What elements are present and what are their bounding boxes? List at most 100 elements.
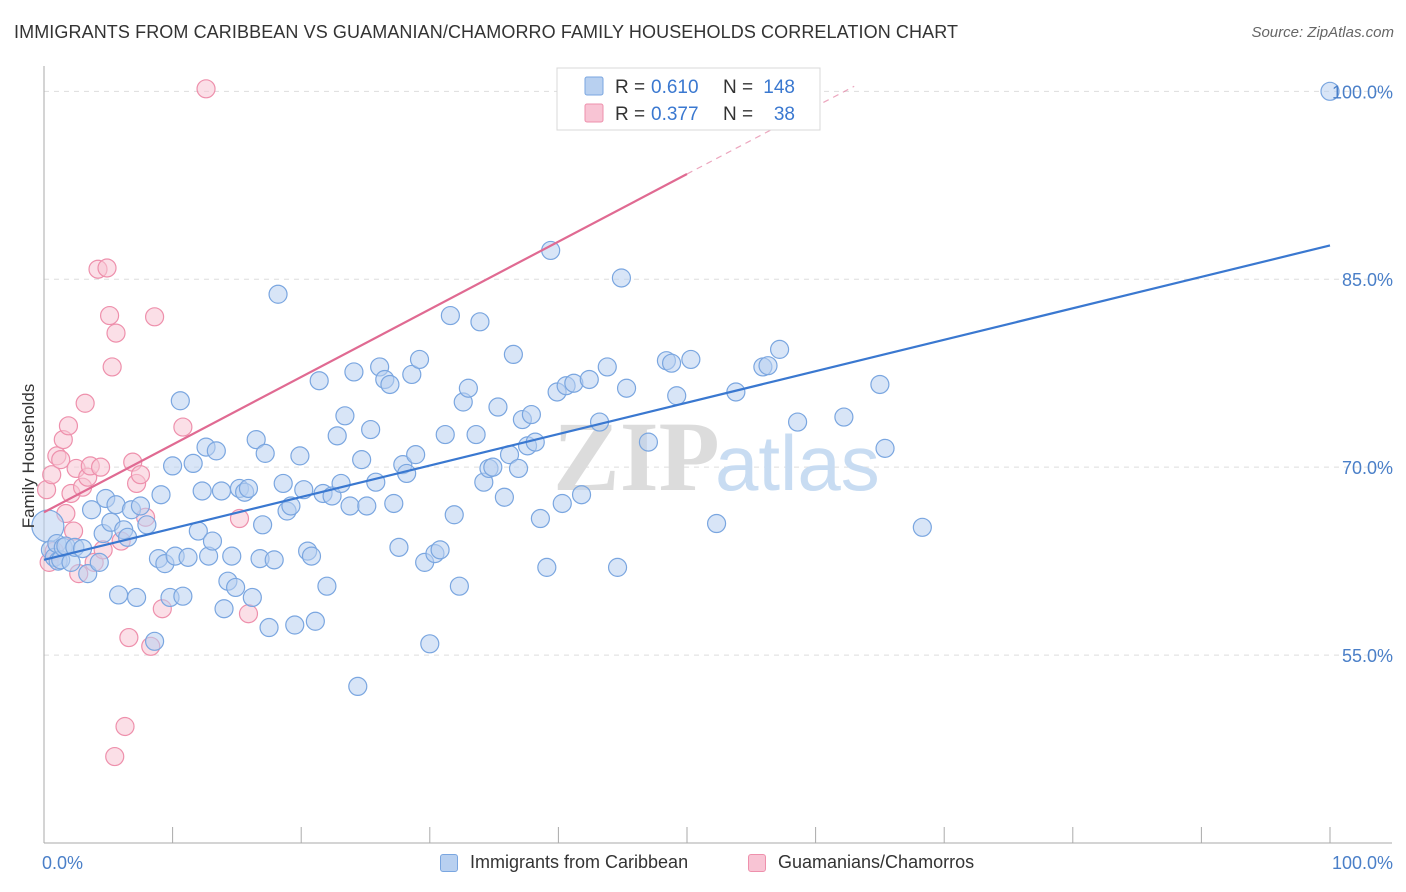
caribbean-point	[366, 472, 386, 492]
caribbean-point	[264, 550, 284, 570]
caribbean-point	[144, 631, 165, 651]
axes	[43, 66, 1392, 844]
caribbean-point	[406, 445, 426, 465]
guamanian-point	[99, 305, 120, 326]
caribbean-point	[787, 412, 808, 432]
caribbean-point	[327, 426, 347, 446]
caribbean-point	[183, 453, 203, 474]
caribbean-point	[340, 496, 360, 516]
guamanian-point	[173, 417, 193, 437]
caribbean-point	[611, 268, 632, 288]
caribbean-point	[163, 456, 183, 476]
guamanian-point	[196, 79, 216, 99]
guamanian-point	[42, 465, 62, 485]
caribbean-point	[483, 457, 503, 477]
legend-n-label-2: N =	[723, 104, 753, 125]
caribbean-point	[616, 378, 637, 398]
trend-line-guamanian-extension	[686, 85, 855, 175]
caribbean-point	[137, 515, 157, 535]
legend-label-caribbean: Immigrants from Caribbean	[470, 852, 689, 872]
caribbean-point	[552, 493, 572, 514]
legend-r-value-1: 0.610	[651, 77, 699, 98]
guamanian-point	[130, 465, 151, 485]
caribbean-point	[470, 312, 490, 332]
caribbean-point	[305, 611, 325, 631]
caribbean-point	[206, 441, 226, 461]
caribbean-point	[214, 599, 234, 619]
x-tick-label-start: 0.0%	[42, 853, 83, 873]
caribbean-point	[361, 419, 381, 440]
caribbean-point	[192, 481, 212, 501]
caribbean-point	[488, 397, 508, 417]
caribbean-point	[449, 576, 469, 596]
caribbean-point	[238, 478, 259, 499]
guamanian-point	[102, 357, 122, 377]
caribbean-point	[384, 493, 404, 514]
caribbean-point	[870, 374, 890, 395]
caribbean-point	[444, 505, 464, 525]
caribbean-point	[571, 485, 592, 505]
caribbean-point	[317, 576, 337, 596]
caribbean-point	[380, 374, 400, 395]
caribbean-point	[912, 517, 932, 537]
caribbean-point	[89, 552, 109, 572]
legend-swatch-caribbean	[584, 76, 604, 96]
caribbean-point	[246, 429, 266, 450]
caribbean-point	[253, 515, 273, 535]
caribbean-point	[521, 404, 541, 425]
stats-legend: R = 0.610 N = 148 R = 0.377 N = 38	[556, 67, 821, 131]
caribbean-point	[130, 496, 151, 516]
legend-n-value-1: 148	[763, 77, 795, 98]
caribbean-point	[151, 485, 171, 505]
caribbean-point	[402, 364, 422, 385]
caribbean-point	[170, 391, 190, 411]
caribbean-point	[202, 531, 223, 551]
legend-item-caribbean: Immigrants from Caribbean	[440, 852, 688, 873]
guamanian-point	[97, 258, 117, 278]
guamanian-point	[144, 307, 165, 327]
caribbean-point	[435, 424, 455, 445]
legend-swatch-guamanian	[584, 103, 604, 123]
x-tick-label-end: 100.0%	[1332, 853, 1393, 873]
caribbean-point	[226, 577, 246, 598]
caribbean-point	[681, 349, 701, 370]
legend-r-label-2: R =	[615, 104, 645, 125]
legend-n-value-2: 38	[774, 104, 795, 125]
caribbean-point	[1320, 81, 1340, 101]
bottom-legend: Immigrants from Caribbean Guamanians/Cha…	[0, 852, 1406, 878]
chart-title: IMMIGRANTS FROM CARIBBEAN VS GUAMANIAN/C…	[14, 22, 959, 42]
legend-r-value-2: 0.377	[651, 104, 699, 125]
guamanian-point	[238, 604, 259, 624]
caribbean-point	[255, 443, 275, 463]
caribbean-point	[173, 586, 193, 606]
caribbean-point	[273, 473, 293, 494]
y-axis-title: Family Households	[19, 384, 38, 529]
guamanian-point	[105, 746, 125, 767]
caribbean-point	[285, 615, 305, 635]
caribbean-point	[579, 369, 599, 390]
legend-r-label-1: R =	[615, 77, 645, 98]
y-tick-label-70: 70.0%	[1342, 458, 1393, 478]
y-tick-label-55: 55.0%	[1342, 646, 1393, 666]
caribbean-point	[348, 676, 368, 697]
caribbean-point	[667, 386, 687, 406]
legend-swatch-blue	[440, 853, 458, 872]
caribbean-point	[638, 432, 659, 452]
guamanian-point	[58, 416, 79, 436]
caribbean-point	[458, 378, 478, 398]
caribbean-point	[769, 339, 790, 359]
caribbean-point	[126, 587, 147, 608]
caribbean-point	[357, 496, 377, 516]
y-tick-label-100: 100.0%	[1332, 82, 1393, 102]
caribbean-point	[758, 356, 778, 376]
caribbean-point	[440, 305, 460, 326]
legend-swatch-pink	[748, 853, 766, 872]
caribbean-point	[420, 634, 440, 654]
caribbean-point	[875, 438, 895, 458]
caribbean-point	[268, 284, 288, 304]
caribbean-point	[834, 407, 854, 427]
guamanian-point	[90, 457, 111, 477]
legend-item-guamanian: Guamanians/Chamorros	[748, 852, 974, 873]
caribbean-point	[409, 349, 430, 370]
